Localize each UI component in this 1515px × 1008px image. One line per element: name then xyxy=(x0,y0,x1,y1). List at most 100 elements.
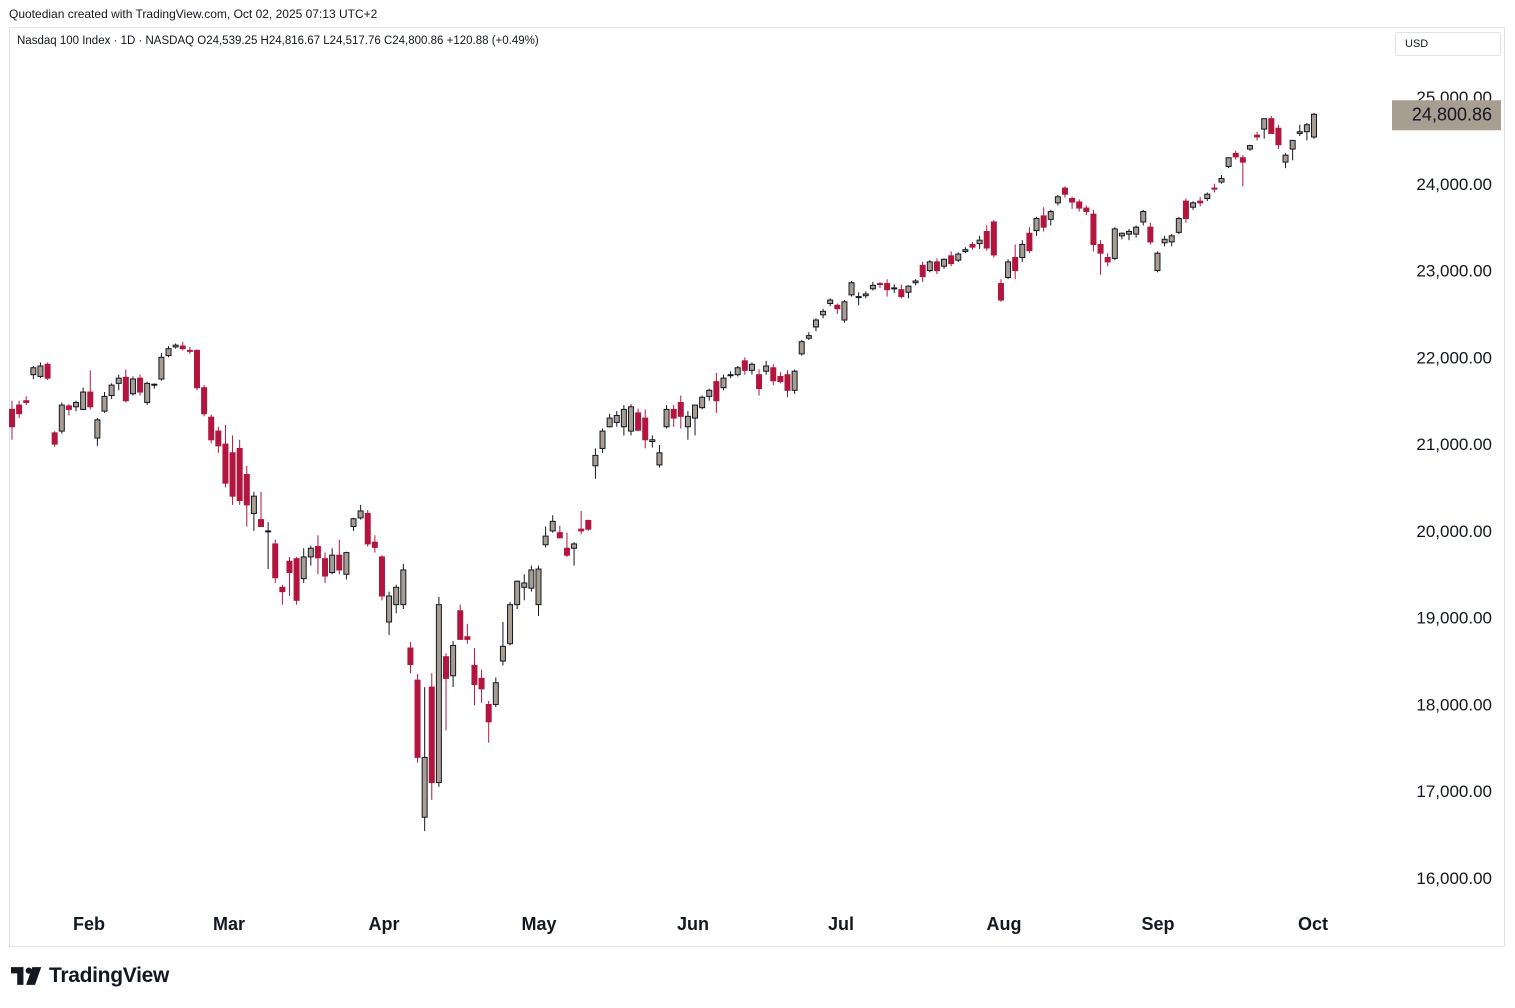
candle xyxy=(606,413,613,428)
candle-body-down xyxy=(756,374,763,390)
candle xyxy=(23,396,30,406)
candle-body-down xyxy=(1012,257,1019,272)
candle xyxy=(1225,157,1232,169)
candle-body-up xyxy=(869,284,876,290)
tradingview-wordmark: TradingView xyxy=(49,964,170,987)
candle-body-up xyxy=(1190,202,1197,208)
candle-body-down xyxy=(414,679,421,758)
candle xyxy=(87,370,94,410)
candle xyxy=(656,444,663,468)
candle-body-up xyxy=(108,384,115,397)
candle-body-down xyxy=(1026,232,1033,252)
candle-body-down xyxy=(258,519,265,528)
candle-body-up xyxy=(115,377,122,384)
candle xyxy=(556,525,563,539)
candle xyxy=(293,556,300,605)
candle-body-down xyxy=(371,541,378,548)
candle-body-up xyxy=(144,382,151,403)
candle xyxy=(898,284,905,299)
candle xyxy=(322,552,329,583)
candle xyxy=(1061,186,1068,198)
time-axis: Feb Mar Apr May Jun Jul Aug Sep Oct xyxy=(73,914,1328,934)
candle xyxy=(272,539,279,583)
price-tick-label: 17,000.00 xyxy=(1416,782,1492,801)
candle xyxy=(144,381,151,406)
tradingview-logo[interactable]: TradingView xyxy=(11,964,169,988)
candle-body-down xyxy=(407,647,414,666)
candle xyxy=(386,591,393,636)
candle xyxy=(1211,183,1218,193)
candle-body-up xyxy=(1054,196,1061,204)
candle xyxy=(51,431,58,447)
candle xyxy=(1296,124,1303,137)
candle xyxy=(435,596,442,787)
candle-body-up xyxy=(805,335,812,339)
candle xyxy=(129,376,136,396)
candle xyxy=(73,400,80,412)
candle-body-up xyxy=(1047,211,1054,220)
time-tick-label: Apr xyxy=(369,914,400,934)
candle xyxy=(1019,240,1026,262)
candle-body-up xyxy=(812,319,819,328)
candle xyxy=(969,241,976,250)
candle xyxy=(250,491,257,531)
candle xyxy=(827,298,834,307)
candle xyxy=(151,383,158,389)
candle xyxy=(122,369,129,403)
candle-body-up xyxy=(158,356,165,380)
candle xyxy=(158,352,165,381)
candle-body-up xyxy=(720,377,727,389)
candle xyxy=(1104,253,1111,267)
candle-body-down xyxy=(378,556,385,597)
candle-body-up xyxy=(841,301,848,321)
candle-body-up xyxy=(350,518,357,528)
candle xyxy=(499,622,506,666)
candle-body-down xyxy=(201,387,208,415)
candle-body-up xyxy=(250,495,257,515)
candle-body-up xyxy=(58,404,65,432)
candle-body-up xyxy=(706,389,713,397)
candle xyxy=(677,395,684,429)
currency-selector[interactable]: USD xyxy=(1395,32,1501,56)
candle xyxy=(485,700,492,743)
candle xyxy=(44,362,51,380)
candle-body-up xyxy=(1005,261,1012,278)
candle-body-up xyxy=(976,239,983,245)
candle-body-up xyxy=(329,554,336,574)
candle xyxy=(1204,192,1211,202)
candle-body-down xyxy=(741,360,748,371)
time-tick-label: Jun xyxy=(677,914,709,934)
candle-body-down xyxy=(428,686,435,784)
candle-body-down xyxy=(990,221,997,256)
candle xyxy=(307,545,314,566)
candle xyxy=(1268,116,1275,134)
candle-body-up xyxy=(791,370,798,391)
candle-body-up xyxy=(37,365,44,377)
candle-body-up xyxy=(699,396,706,409)
candle xyxy=(1076,199,1083,212)
candle xyxy=(514,580,521,609)
candle xyxy=(862,291,869,299)
candle-body-down xyxy=(222,443,229,484)
candle xyxy=(620,405,627,436)
candle-body-up xyxy=(848,282,855,296)
candle-body-down xyxy=(877,283,883,286)
price-tick-label: 16,000.00 xyxy=(1416,869,1492,888)
candle xyxy=(165,346,172,358)
candle-body-up xyxy=(1246,145,1253,150)
candle xyxy=(521,574,528,601)
candle-body-up xyxy=(343,552,350,575)
candle xyxy=(1218,175,1225,184)
candle-body-up xyxy=(1168,235,1175,243)
candle xyxy=(877,281,883,288)
candle-body-down xyxy=(1083,207,1090,213)
candle xyxy=(535,565,542,616)
candle-body-up xyxy=(663,408,670,428)
candle-body-up xyxy=(386,595,393,623)
candle xyxy=(1047,209,1054,226)
candle-body-down xyxy=(642,417,649,441)
candle xyxy=(279,584,286,605)
price-axis: 16,000.00 17,000.00 18,000.00 19,000.00 20,0… xyxy=(1416,88,1492,888)
candle-body-down xyxy=(1061,187,1068,195)
